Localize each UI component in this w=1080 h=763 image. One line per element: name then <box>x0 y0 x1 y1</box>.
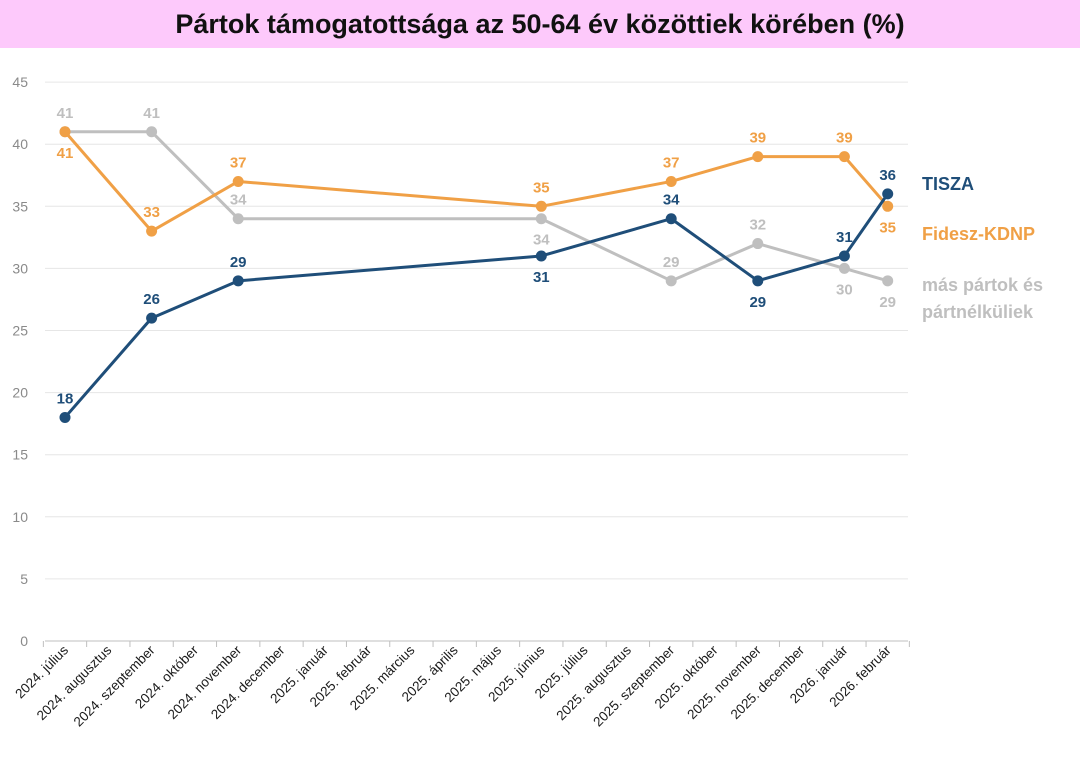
grid-layer <box>45 81 908 580</box>
chart-title: Pártok támogatottsága az 50-64 év között… <box>175 8 905 39</box>
data-label: 29 <box>879 294 896 311</box>
data-point <box>146 225 158 237</box>
data-label: 37 <box>663 154 680 171</box>
data-label: 18 <box>57 390 74 407</box>
data-label: 35 <box>879 219 896 236</box>
data-point <box>882 275 894 287</box>
data-label: 31 <box>836 229 853 246</box>
data-point <box>146 126 158 138</box>
y-tick-label: 10 <box>12 509 28 525</box>
data-label-layer: 18 26 29 31 34 29 31 36 41 33 37 35 37 39 39 35 41 41 34 34… <box>57 105 896 408</box>
data-label: 33 <box>143 204 160 221</box>
legend-other-line-1: más pártok és <box>922 275 1043 295</box>
x-tick-label: 2024. augusztus <box>34 642 115 723</box>
data-point <box>59 126 71 138</box>
x-tick-label: 2025. augusztus <box>553 642 634 723</box>
data-point <box>882 200 894 212</box>
data-point <box>752 275 764 287</box>
data-label: 36 <box>879 167 896 184</box>
data-point <box>535 200 547 212</box>
data-point <box>882 188 894 200</box>
y-tick-label: 15 <box>12 447 28 463</box>
data-point <box>665 213 677 225</box>
data-point <box>146 312 158 324</box>
y-tick-label: 20 <box>12 385 28 401</box>
data-label: 31 <box>533 269 550 286</box>
series-line <box>63 130 890 283</box>
data-point <box>535 213 547 225</box>
y-tick-label: 25 <box>12 323 28 339</box>
x-tick-label: 2025. szeptember <box>590 642 677 729</box>
data-point <box>665 175 677 187</box>
chart-title-bar: Pártok támogatottsága az 50-64 év között… <box>0 0 1080 48</box>
data-point <box>838 262 850 274</box>
y-tick-label: 45 <box>12 74 28 90</box>
series-line <box>63 192 890 419</box>
data-label: 34 <box>533 232 550 249</box>
data-label: 29 <box>749 294 766 311</box>
data-label: 35 <box>533 179 550 196</box>
legend-tisza: TISZA <box>922 174 974 194</box>
y-tick-label: 0 <box>20 633 28 649</box>
data-label: 39 <box>836 130 853 147</box>
legend-layer: TISZA Fidesz-KDNP más pártok és pártnélküli… <box>922 174 1043 322</box>
x-tick-label: 2025. december <box>728 642 808 722</box>
data-label: 34 <box>663 192 680 209</box>
data-point <box>752 238 764 250</box>
data-label: 30 <box>836 281 853 298</box>
series-line <box>63 130 890 233</box>
data-point <box>838 151 850 163</box>
data-point <box>232 213 244 225</box>
y-tick-label: 30 <box>12 260 28 276</box>
data-label: 29 <box>230 254 247 271</box>
data-point <box>665 275 677 287</box>
data-label: 41 <box>57 105 74 122</box>
data-label: 37 <box>230 154 247 171</box>
y-tick-label: 5 <box>20 571 28 587</box>
data-point <box>232 275 244 287</box>
x-tick-label: 2024. december <box>208 642 288 722</box>
data-point <box>232 175 244 187</box>
data-point <box>752 151 764 163</box>
data-label: 34 <box>230 192 247 209</box>
data-point <box>59 411 71 423</box>
data-point <box>535 250 547 262</box>
legend-fidesz-kdnp: Fidesz-KDNP <box>922 224 1035 244</box>
x-tick-label: 2024. november <box>165 642 245 722</box>
data-label: 26 <box>143 291 160 308</box>
y-tick-label: 35 <box>12 198 28 214</box>
legend-other-line-2: pártnélküliek <box>922 302 1034 322</box>
y-tick-label: 40 <box>12 136 28 152</box>
x-tick-label: 2025. november <box>684 642 764 722</box>
x-tick-label: 2024. szeptember <box>71 642 158 729</box>
data-label: 39 <box>749 130 766 147</box>
data-label: 41 <box>57 145 74 162</box>
data-label: 32 <box>749 217 766 234</box>
data-label: 41 <box>143 105 160 122</box>
data-label: 29 <box>663 254 680 271</box>
data-point <box>838 250 850 262</box>
series-layer <box>59 126 894 423</box>
